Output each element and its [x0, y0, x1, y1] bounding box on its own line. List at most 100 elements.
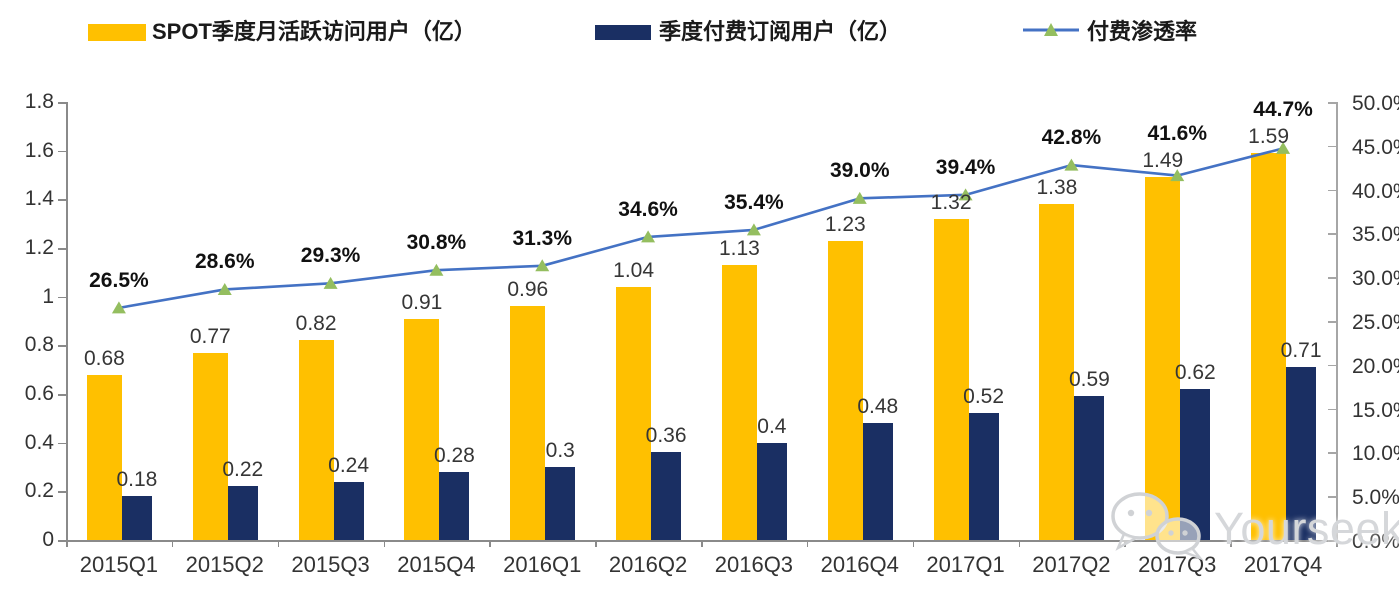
- secondary-y-axis-label: 15.0%: [1352, 398, 1399, 422]
- x-axis-tick: [171, 540, 174, 547]
- penetration-value-label: 34.6%: [618, 197, 678, 221]
- penetration-value-label: 44.7%: [1253, 98, 1313, 122]
- y-axis-tick: [58, 540, 66, 542]
- paid-value-label: 0.62: [1174, 361, 1216, 385]
- y-axis-line: [66, 102, 68, 540]
- penetration-marker-icon: [958, 188, 973, 201]
- paid-value-label: 0.36: [645, 424, 687, 448]
- penetration-value-label: 39.4%: [935, 155, 996, 179]
- paid-bar: [756, 442, 787, 540]
- y-axis-tick: [58, 345, 66, 347]
- y-axis-label: 0.8: [24, 333, 54, 357]
- paid-value-label: 0.48: [857, 395, 899, 419]
- y-axis-label: 1.8: [24, 90, 54, 113]
- y-axis-label: 1.2: [24, 236, 54, 259]
- mau-value-label: 1.59: [1248, 125, 1290, 149]
- x-axis-label: 2015Q1: [79, 552, 159, 577]
- y-axis-tick: [58, 394, 66, 396]
- secondary-y-axis-label: 0.0%: [1352, 530, 1399, 553]
- secondary-y-axis-tick: [1328, 452, 1336, 454]
- legend-item-paid: 季度付费订阅用户（亿）: [595, 17, 901, 47]
- secondary-y-axis-tick: [1328, 408, 1336, 411]
- y-axis-tick: [58, 199, 66, 201]
- secondary-y-axis-label: 35.0%: [1352, 223, 1399, 247]
- secondary-y-axis-label: 45.0%: [1352, 135, 1399, 159]
- paid-value-label: 0.59: [1068, 368, 1110, 392]
- secondary-y-axis-label: 40.0%: [1352, 179, 1399, 203]
- y-axis-tick: [58, 491, 66, 493]
- penetration-marker-icon: [746, 223, 761, 236]
- penetration-value-label: 42.8%: [1041, 126, 1102, 150]
- x-axis-tick: [489, 540, 491, 547]
- paid-value-label: 0.24: [328, 453, 370, 477]
- mau-legend-swatch: [88, 23, 146, 41]
- penetration-marker-icon: [429, 263, 444, 276]
- x-axis-tick: [912, 540, 915, 547]
- penetration-marker-icon: [535, 259, 550, 272]
- x-axis-tick: [277, 540, 280, 547]
- mau-bar: [404, 318, 440, 540]
- secondary-y-axis-tick: [1328, 496, 1336, 498]
- paid-value-label: 0.4: [757, 414, 787, 438]
- y-axis-label: 0.2: [24, 479, 54, 503]
- paid-bar: [1286, 367, 1317, 540]
- penetration-legend-label: 付费渗透率: [1087, 19, 1198, 44]
- mau-bar: [298, 340, 334, 540]
- y-axis-label: 1.4: [24, 187, 54, 211]
- secondary-y-axis-tick: [1328, 321, 1336, 323]
- penetration-marker-icon: [217, 282, 232, 295]
- paid-bar: [227, 486, 258, 540]
- paid-bar: [862, 423, 893, 540]
- x-axis-label: 2017Q2: [1032, 552, 1111, 577]
- x-axis-tick: [1230, 540, 1232, 547]
- x-axis-tick: [1124, 540, 1126, 547]
- penetration-marker-icon: [1170, 169, 1185, 182]
- penetration-value-label: 39.0%: [829, 159, 890, 183]
- y-axis-tick: [58, 442, 66, 445]
- secondary-y-axis-label: 10.0%: [1352, 442, 1399, 466]
- penetration-value-label: 30.8%: [406, 231, 467, 255]
- penetration-marker-icon: [641, 230, 656, 243]
- penetration-value-label: 35.4%: [724, 190, 784, 214]
- y-axis-label: 0: [42, 528, 54, 551]
- x-axis-tick: [1336, 540, 1338, 547]
- penetration-line: [118, 147, 1284, 310]
- y-axis-label: 1: [42, 284, 54, 308]
- x-axis-tick: [1018, 540, 1020, 547]
- x-axis-label: 2015Q3: [291, 552, 370, 577]
- paid-bar: [545, 467, 576, 540]
- secondary-y-axis-label: 25.0%: [1352, 311, 1399, 334]
- paid-value-label: 0.28: [433, 443, 475, 467]
- secondary-y-axis-label: 30.0%: [1352, 267, 1399, 291]
- mau-bar: [827, 240, 863, 540]
- secondary-y-axis-label: 20.0%: [1352, 354, 1399, 378]
- mau-value-label: 1.32: [930, 190, 972, 214]
- mau-value-label: 1.04: [613, 258, 655, 282]
- mau-bar: [1145, 177, 1181, 540]
- penetration-marker-icon: [111, 301, 126, 314]
- y-axis-tick: [58, 102, 66, 104]
- x-axis-tick: [66, 540, 68, 547]
- mau-bar: [192, 352, 228, 540]
- x-axis-label: 2017Q3: [1138, 552, 1217, 577]
- penetration-value-label: 26.5%: [89, 268, 149, 292]
- paid-bar: [1180, 389, 1211, 540]
- mau-value-label: 1.49: [1142, 149, 1184, 173]
- x-axis-label: 2016Q1: [503, 552, 582, 577]
- y-axis-tick: [58, 248, 66, 250]
- penetration-value-label: 31.3%: [512, 226, 573, 250]
- x-axis-label: 2016Q3: [714, 552, 794, 577]
- secondary-y-axis-tick: [1328, 189, 1336, 192]
- secondary-y-axis-tick: [1328, 102, 1336, 104]
- x-axis-tick: [806, 540, 809, 547]
- x-axis-label: 2016Q2: [608, 552, 688, 577]
- y-axis-label: 1.6: [24, 138, 54, 162]
- paid-bar: [121, 496, 152, 540]
- paid-bar: [333, 481, 364, 540]
- x-axis-label: 2017Q1: [926, 552, 1005, 577]
- paid-bar: [968, 413, 999, 540]
- y-axis-tick: [58, 296, 66, 299]
- mau-bar: [616, 286, 652, 540]
- paid-legend-swatch: [595, 24, 651, 40]
